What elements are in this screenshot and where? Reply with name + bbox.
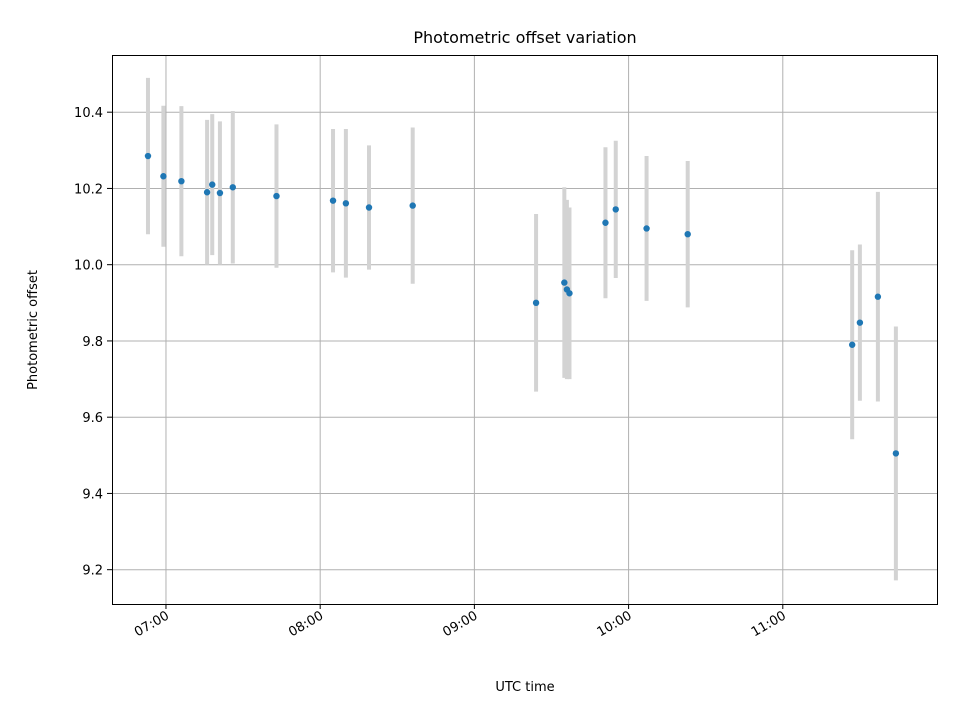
data-point (273, 192, 280, 200)
data-points (144, 152, 900, 457)
x-tick-label: 07:00 (132, 608, 172, 640)
data-point (365, 204, 373, 211)
data-point (160, 173, 167, 180)
data-point (856, 319, 864, 326)
data-point (602, 219, 609, 226)
data-point (848, 341, 856, 348)
y-tick-label: 9.2 (82, 564, 103, 579)
data-point (892, 450, 900, 457)
data-point (209, 181, 216, 188)
data-point (566, 290, 573, 297)
y-tick-label: 10.4 (74, 106, 103, 121)
data-point (216, 189, 224, 197)
data-point (178, 177, 185, 185)
data-point (612, 206, 619, 213)
data-point (561, 279, 568, 286)
x-axis-label: UTC time (495, 680, 554, 695)
y-tick-label: 9.4 (82, 487, 103, 502)
data-point (329, 197, 337, 204)
y-axis-label: Photometric offset (26, 270, 41, 390)
x-tick-label: 09:00 (440, 608, 480, 640)
data-point (144, 152, 152, 160)
data-point (684, 230, 691, 238)
chart-title: Photometric offset variation (413, 28, 636, 47)
data-point (532, 299, 540, 307)
y-tick-label: 9.8 (82, 335, 103, 350)
grid (112, 55, 937, 604)
data-point (409, 202, 416, 209)
x-tick-label: 10:00 (595, 608, 635, 640)
plot-frame (112, 55, 938, 605)
data-point (203, 189, 211, 196)
data-point (874, 293, 882, 300)
x-tick-label: 08:00 (286, 608, 326, 640)
x-tick-label: 11:00 (749, 608, 789, 640)
error-bars (145, 77, 898, 581)
y-tick-label: 10.0 (74, 259, 103, 274)
y-tick-label: 9.6 (82, 411, 103, 426)
y-tick-label: 10.2 (74, 182, 103, 197)
data-point (229, 184, 236, 191)
data-point (342, 200, 350, 207)
data-point (643, 225, 650, 232)
